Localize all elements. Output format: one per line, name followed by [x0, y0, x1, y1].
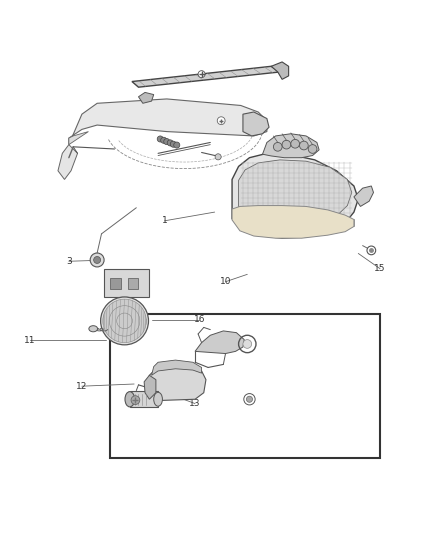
- Circle shape: [164, 139, 170, 144]
- Polygon shape: [138, 92, 154, 103]
- Ellipse shape: [154, 392, 162, 406]
- Bar: [127, 278, 138, 289]
- Polygon shape: [243, 112, 269, 136]
- Text: 13: 13: [189, 399, 201, 408]
- Text: 1: 1: [162, 216, 167, 225]
- Circle shape: [282, 140, 291, 149]
- Circle shape: [90, 253, 104, 267]
- Circle shape: [308, 144, 317, 154]
- Circle shape: [367, 246, 376, 255]
- Polygon shape: [144, 375, 156, 399]
- Polygon shape: [152, 360, 201, 375]
- Circle shape: [167, 140, 173, 146]
- Polygon shape: [149, 367, 206, 400]
- Circle shape: [101, 297, 148, 345]
- Polygon shape: [195, 331, 244, 353]
- Text: 11: 11: [24, 336, 35, 345]
- Text: 10: 10: [220, 277, 231, 286]
- Circle shape: [161, 137, 167, 143]
- Text: 3: 3: [66, 257, 72, 266]
- Circle shape: [157, 136, 163, 142]
- Circle shape: [243, 340, 252, 349]
- Polygon shape: [232, 206, 354, 238]
- Circle shape: [94, 256, 101, 263]
- Circle shape: [247, 396, 253, 402]
- Polygon shape: [239, 160, 352, 225]
- Circle shape: [198, 71, 205, 78]
- Polygon shape: [69, 132, 88, 144]
- Circle shape: [215, 154, 221, 160]
- Circle shape: [217, 117, 225, 125]
- Bar: [110, 314, 380, 458]
- Polygon shape: [271, 62, 289, 79]
- Circle shape: [131, 396, 140, 405]
- Text: 12: 12: [76, 382, 88, 391]
- Ellipse shape: [125, 392, 134, 407]
- Polygon shape: [132, 66, 280, 87]
- Polygon shape: [69, 99, 267, 144]
- Polygon shape: [58, 144, 78, 180]
- Ellipse shape: [89, 326, 98, 332]
- Text: 16: 16: [194, 315, 205, 324]
- Bar: [110, 278, 121, 289]
- Circle shape: [103, 299, 146, 343]
- Polygon shape: [262, 134, 319, 158]
- Circle shape: [291, 140, 300, 148]
- Circle shape: [174, 142, 180, 148]
- Circle shape: [244, 393, 255, 405]
- Bar: [104, 269, 149, 297]
- Bar: [130, 391, 158, 407]
- Text: 17: 17: [112, 286, 124, 295]
- Polygon shape: [354, 186, 374, 206]
- Circle shape: [273, 142, 282, 151]
- Circle shape: [300, 141, 308, 150]
- Polygon shape: [232, 154, 358, 238]
- Text: 15: 15: [374, 264, 386, 273]
- Circle shape: [170, 141, 177, 147]
